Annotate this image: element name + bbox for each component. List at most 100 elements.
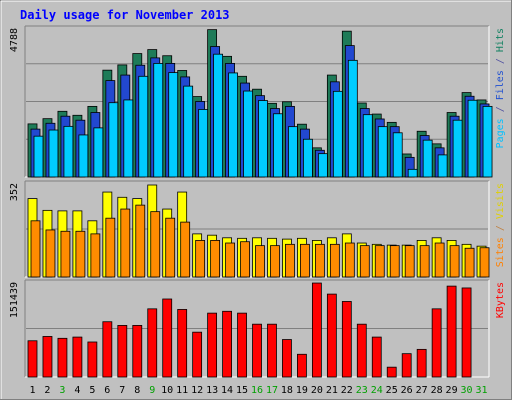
day-label-25: 25 (386, 385, 398, 396)
bar-kbytes-day-21 (326, 293, 337, 378)
bar-kbytes-day-23 (356, 323, 367, 378)
bar-pages-day-4 (78, 134, 89, 178)
bar-pages-day-2 (48, 129, 59, 178)
bar-pages-day-6 (108, 102, 119, 178)
panel-middle-max-label: 352 (9, 183, 20, 201)
bar-kbytes-day-30 (461, 287, 472, 378)
bar-pages-day-26 (407, 168, 418, 178)
bar-pages-day-27 (422, 139, 433, 178)
day-label-31: 31 (475, 385, 487, 396)
bar-kbytes-day-19 (297, 353, 307, 378)
legend-part: / (495, 100, 506, 118)
bar-sites-day-5 (90, 233, 101, 278)
legend-part: / (495, 219, 506, 237)
day-label-1: 1 (29, 385, 35, 396)
bar-pages-day-30 (467, 99, 478, 178)
bar-pages-day-5 (93, 127, 104, 178)
bar-sites-day-20 (314, 243, 325, 278)
bar-kbytes-day-6 (102, 321, 113, 378)
bar-pages-day-14 (228, 72, 238, 178)
day-label-23: 23 (356, 385, 368, 396)
day-label-5: 5 (89, 385, 95, 396)
bar-sites-day-12 (195, 240, 206, 278)
chart-title: Daily usage for November 2013 (20, 8, 230, 22)
bar-sites-day-7 (120, 208, 131, 278)
day-label-7: 7 (119, 385, 125, 396)
day-label-15: 15 (236, 385, 248, 396)
bar-sites-day-18 (285, 243, 295, 278)
panel-middle: 352 Sites / Visits (9, 180, 506, 278)
bar-kbytes-day-27 (416, 348, 427, 378)
day-label-10: 10 (161, 385, 173, 396)
bar-pages-day-20 (317, 153, 328, 178)
bar-kbytes-day-1 (27, 340, 38, 378)
day-label-2: 2 (44, 385, 50, 396)
day-label-19: 19 (296, 385, 308, 396)
bar-kbytes-day-9 (147, 308, 158, 378)
bar-kbytes-day-3 (57, 337, 68, 378)
day-label-11: 11 (176, 385, 188, 396)
bar-sites-day-1 (30, 220, 41, 278)
bar-kbytes-day-4 (72, 336, 83, 378)
bar-kbytes-day-26 (401, 353, 412, 378)
day-label-17: 17 (266, 385, 278, 396)
bar-pages-day-22 (347, 59, 358, 178)
bar-sites-day-21 (329, 243, 340, 278)
legend-part: Visits (495, 183, 506, 219)
bar-sites-day-28 (434, 242, 445, 278)
bar-pages-day-9 (153, 63, 164, 178)
legend-part: Pages (495, 118, 506, 148)
bar-kbytes-day-18 (282, 339, 292, 378)
bar-pages-day-19 (303, 138, 313, 178)
bar-pages-day-11 (183, 85, 194, 178)
day-label-29: 29 (446, 385, 458, 396)
bar-kbytes-day-14 (222, 310, 232, 378)
bar-sites-day-31 (479, 247, 490, 278)
bar-sites-day-2 (45, 229, 56, 278)
bar-pages-day-1 (33, 135, 44, 178)
panel-top: 4788 Pages / Files / Hits (9, 25, 506, 178)
bar-kbytes-day-25 (386, 366, 397, 378)
bar-sites-day-24 (374, 245, 385, 278)
bar-pages-day-28 (437, 154, 448, 178)
bar-pages-day-17 (273, 113, 283, 178)
bar-sites-day-23 (359, 245, 370, 278)
panel-top-legend-label: Pages / Files / Hits (495, 28, 506, 148)
bar-sites-day-3 (60, 230, 71, 278)
bar-sites-day-29 (449, 245, 460, 278)
bar-sites-day-4 (75, 230, 86, 278)
bar-kbytes-day-11 (177, 309, 188, 378)
day-label-9: 9 (149, 385, 155, 396)
day-label-14: 14 (221, 385, 233, 396)
day-label-20: 20 (311, 385, 323, 396)
day-label-24: 24 (371, 385, 383, 396)
day-label-18: 18 (281, 385, 293, 396)
panel-bottom: 151439 KBytes (9, 279, 506, 378)
bar-pages-day-23 (362, 114, 373, 178)
day-label-8: 8 (134, 385, 140, 396)
day-label-4: 4 (74, 385, 80, 396)
bar-sites-day-13 (210, 240, 221, 278)
legend-part: Files (495, 70, 506, 100)
bar-pages-day-16 (258, 100, 268, 178)
legend-part: Hits (495, 28, 506, 52)
legend-part: KBytes (495, 282, 506, 318)
bar-kbytes-day-10 (162, 298, 173, 378)
day-label-12: 12 (191, 385, 203, 396)
bar-kbytes-day-20 (311, 282, 322, 378)
legend-part: Sites (495, 237, 506, 267)
bar-sites-day-19 (300, 243, 310, 278)
bar-sites-day-8 (135, 204, 146, 278)
panel-bottom-legend-label: KBytes (495, 282, 506, 318)
panel-top-max-label: 4788 (9, 28, 20, 52)
bar-sites-day-26 (404, 245, 415, 278)
bar-kbytes-day-8 (132, 325, 143, 378)
bar-pages-day-24 (377, 126, 388, 178)
bar-kbytes-day-12 (192, 331, 203, 378)
legend-part: / (495, 52, 506, 70)
bar-kbytes-day-2 (42, 336, 53, 378)
bar-sites-day-27 (419, 245, 430, 278)
bar-kbytes-day-17 (267, 323, 277, 378)
bar-pages-day-3 (63, 125, 74, 178)
